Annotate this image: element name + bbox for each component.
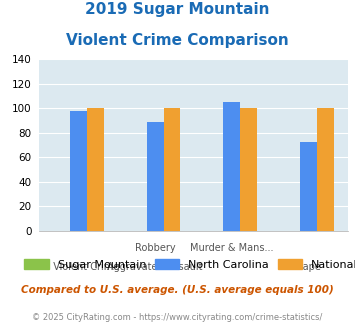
Text: Aggravated Assault: Aggravated Assault <box>107 262 203 272</box>
Text: Robbery: Robbery <box>135 243 175 253</box>
Bar <box>300 142 317 231</box>
Bar <box>240 109 257 231</box>
Bar <box>223 102 240 231</box>
Bar <box>147 122 164 231</box>
Bar <box>87 109 104 231</box>
Text: All Violent Crime: All Violent Crime <box>38 262 119 272</box>
Text: Murder & Mans...: Murder & Mans... <box>190 243 274 253</box>
Text: © 2025 CityRating.com - https://www.cityrating.com/crime-statistics/: © 2025 CityRating.com - https://www.city… <box>32 314 323 322</box>
Text: Violent Crime Comparison: Violent Crime Comparison <box>66 33 289 48</box>
Legend: Sugar Mountain, North Carolina, National: Sugar Mountain, North Carolina, National <box>20 255 355 274</box>
Bar <box>70 111 87 231</box>
Text: Rape: Rape <box>296 262 321 272</box>
Text: 2019 Sugar Mountain: 2019 Sugar Mountain <box>85 2 270 16</box>
Bar <box>317 109 334 231</box>
Text: Compared to U.S. average. (U.S. average equals 100): Compared to U.S. average. (U.S. average … <box>21 285 334 295</box>
Bar <box>164 109 180 231</box>
